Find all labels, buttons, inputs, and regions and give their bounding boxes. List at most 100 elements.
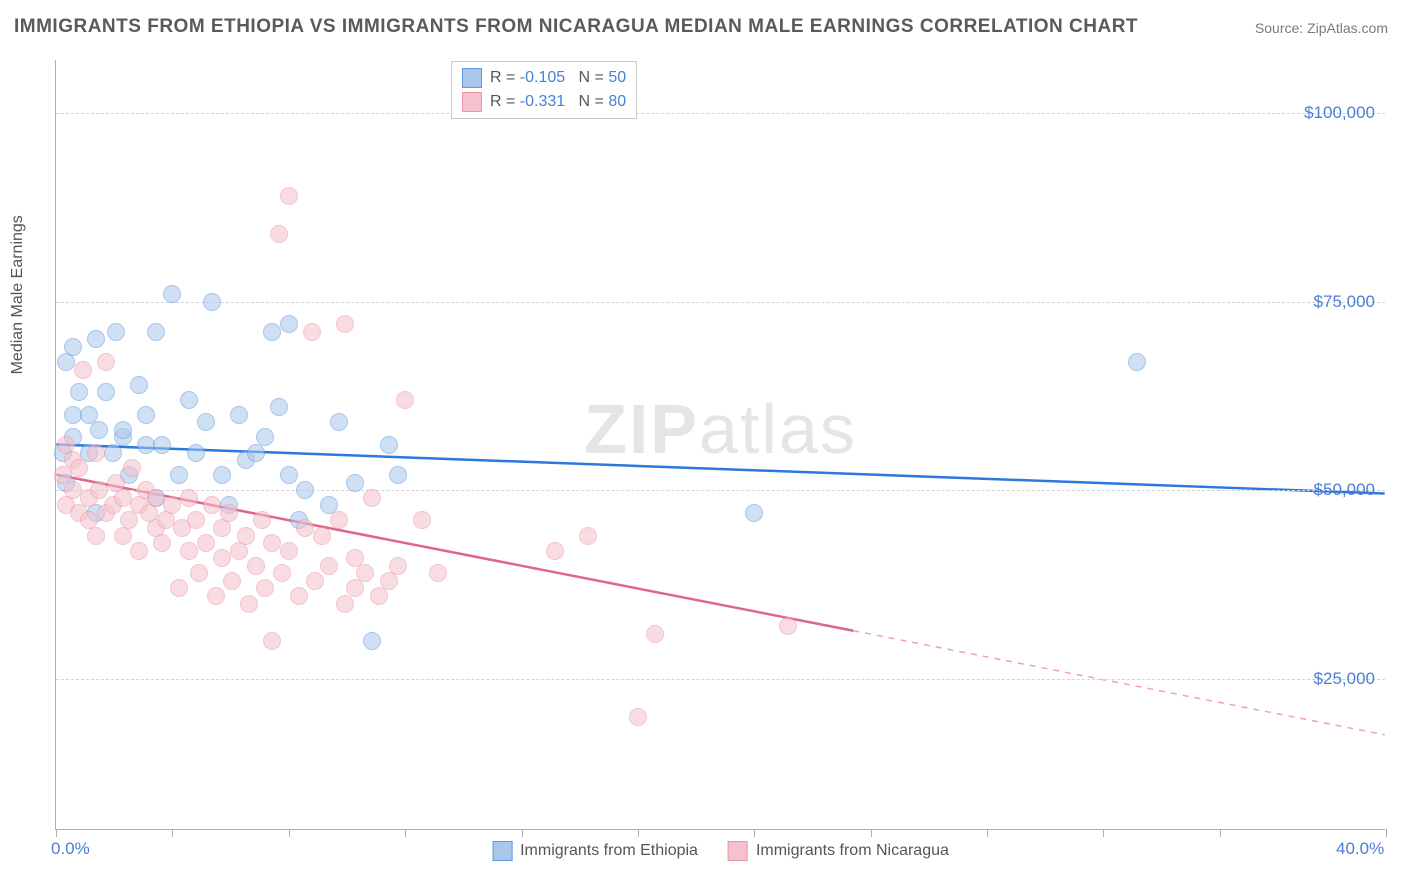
- x-tick: [1386, 829, 1387, 837]
- data-point: [273, 564, 291, 582]
- data-point: [163, 285, 181, 303]
- x-tick: [1103, 829, 1104, 837]
- stats-text: R = -0.331 N = 80: [490, 93, 626, 111]
- data-point: [270, 225, 288, 243]
- data-point: [330, 511, 348, 529]
- gridline: [56, 679, 1385, 680]
- data-point: [380, 436, 398, 454]
- data-point: [280, 466, 298, 484]
- data-point: [70, 459, 88, 477]
- data-point: [90, 421, 108, 439]
- data-point: [306, 572, 324, 590]
- data-point: [1128, 353, 1146, 371]
- data-point: [104, 444, 122, 462]
- data-point: [87, 444, 105, 462]
- data-point: [779, 617, 797, 635]
- y-tick-label: $50,000: [1314, 480, 1375, 500]
- data-point: [153, 436, 171, 454]
- data-point: [180, 489, 198, 507]
- data-point: [120, 511, 138, 529]
- series-legend: Immigrants from Ethiopia Immigrants from …: [492, 841, 949, 861]
- data-point: [130, 542, 148, 560]
- data-point: [90, 481, 108, 499]
- x-tick: [289, 829, 290, 837]
- data-point: [380, 572, 398, 590]
- data-point: [170, 579, 188, 597]
- data-point: [137, 406, 155, 424]
- x-tick: [871, 829, 872, 837]
- legend-swatch-icon: [462, 92, 482, 112]
- x-tick: [172, 829, 173, 837]
- data-point: [280, 187, 298, 205]
- data-point: [163, 496, 181, 514]
- data-point: [270, 398, 288, 416]
- data-point: [256, 428, 274, 446]
- data-point: [207, 587, 225, 605]
- data-point: [629, 708, 647, 726]
- data-point: [237, 527, 255, 545]
- data-point: [97, 383, 115, 401]
- y-axis-label: Median Male Earnings: [9, 215, 27, 374]
- y-tick-label: $75,000: [1314, 292, 1375, 312]
- source-attribution: Source: ZipAtlas.com: [1255, 20, 1388, 36]
- data-point: [180, 542, 198, 560]
- watermark: ZIPatlas: [584, 389, 857, 469]
- data-point: [203, 496, 221, 514]
- data-point: [313, 527, 331, 545]
- chart-title: IMMIGRANTS FROM ETHIOPIA VS IMMIGRANTS F…: [14, 16, 1138, 38]
- data-point: [389, 557, 407, 575]
- data-point: [97, 353, 115, 371]
- x-tick: [405, 829, 406, 837]
- data-point: [280, 542, 298, 560]
- x-tick: [754, 829, 755, 837]
- data-point: [396, 391, 414, 409]
- data-point: [336, 595, 354, 613]
- stats-legend-row: R = -0.105 N = 50: [462, 66, 626, 90]
- data-point: [579, 527, 597, 545]
- data-point: [114, 489, 132, 507]
- data-point: [107, 323, 125, 341]
- data-point: [263, 632, 281, 650]
- data-point: [203, 293, 221, 311]
- plot-area: ZIPatlas Median Male Earnings $25,000$50…: [55, 60, 1385, 830]
- data-point: [190, 564, 208, 582]
- data-point: [87, 527, 105, 545]
- y-tick-label: $25,000: [1314, 669, 1375, 689]
- data-point: [147, 489, 165, 507]
- data-point: [363, 632, 381, 650]
- data-point: [296, 481, 314, 499]
- data-point: [64, 406, 82, 424]
- data-point: [346, 474, 364, 492]
- data-point: [213, 549, 231, 567]
- gridline: [56, 490, 1385, 491]
- data-point: [256, 579, 274, 597]
- data-point: [303, 323, 321, 341]
- data-point: [64, 338, 82, 356]
- data-point: [296, 519, 314, 537]
- data-point: [64, 481, 82, 499]
- data-point: [247, 444, 265, 462]
- data-point: [114, 421, 132, 439]
- data-point: [363, 489, 381, 507]
- data-point: [197, 534, 215, 552]
- series-name: Immigrants from Nicaragua: [756, 842, 949, 860]
- x-tick: [522, 829, 523, 837]
- series-name: Immigrants from Ethiopia: [520, 842, 698, 860]
- data-point: [263, 323, 281, 341]
- gridline: [56, 113, 1385, 114]
- data-point: [153, 534, 171, 552]
- data-point: [87, 330, 105, 348]
- data-point: [546, 542, 564, 560]
- x-min-label: 0.0%: [51, 839, 90, 859]
- data-point: [429, 564, 447, 582]
- series-legend-item: Immigrants from Ethiopia: [492, 841, 698, 861]
- x-tick: [56, 829, 57, 837]
- data-point: [240, 595, 258, 613]
- data-point: [389, 466, 407, 484]
- data-point: [213, 466, 231, 484]
- x-max-label: 40.0%: [1336, 839, 1384, 859]
- data-point: [223, 572, 241, 590]
- data-point: [147, 323, 165, 341]
- legend-swatch-icon: [462, 68, 482, 88]
- data-point: [413, 511, 431, 529]
